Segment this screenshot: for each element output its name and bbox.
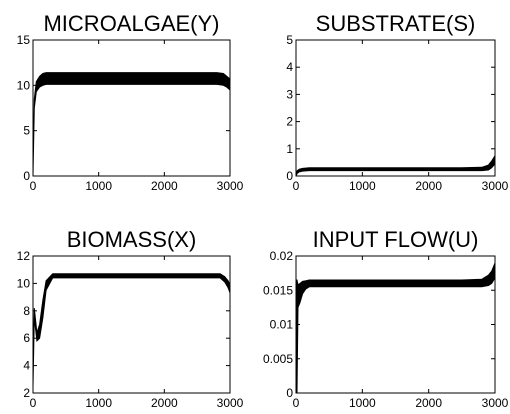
substrate-ytick-label: 1 <box>286 142 293 156</box>
substrate-ytick-label: 2 <box>286 115 293 129</box>
substrate-ytick-label: 4 <box>286 60 293 74</box>
input-flow-series-band <box>295 262 496 394</box>
microalgae-ytick-label: 5 <box>23 124 30 138</box>
input-flow-xtick-label: 2000 <box>415 396 442 410</box>
substrate-xtick-label: 2000 <box>415 179 442 193</box>
microalgae-axes-frame <box>32 39 231 177</box>
input-flow-xtick-label: 1000 <box>349 396 376 410</box>
biomass-ytick-label: 4 <box>23 359 30 373</box>
biomass-ytick-label: 10 <box>17 276 31 290</box>
biomass-title: BIOMASS(X) <box>67 227 197 252</box>
microalgae-ytick-label: 0 <box>23 169 30 183</box>
biomass-ytick-label: 8 <box>23 304 30 318</box>
substrate-ytick-label: 3 <box>286 87 293 101</box>
input-flow-ytick-label: 0.02 <box>270 249 294 263</box>
microalgae-title: MICROALGAE(Y) <box>43 11 219 36</box>
biomass-xtick-label: 1000 <box>85 396 112 410</box>
substrate-ytick-label: 0 <box>286 169 293 183</box>
input-flow-xtick-label: 0 <box>293 396 300 410</box>
microalgae-xtick-label: 0 <box>30 179 37 193</box>
microalgae-panel: MICROALGAE(Y) 0 1000 2000 3000 0 5 10 15 <box>17 11 244 193</box>
input-flow-ytick-label: 0.005 <box>263 352 293 366</box>
microalgae-ytick-label: 15 <box>17 33 31 47</box>
input-flow-ytick-label: 0.01 <box>270 318 294 332</box>
biomass-ytick-label: 2 <box>23 386 30 400</box>
substrate-panel: SUBSTRATE(S) 0 1000 2000 3000 0 1 2 3 4 5 <box>286 11 508 193</box>
biomass-xtick-label: 2000 <box>151 396 178 410</box>
microalgae-xtick-label: 3000 <box>217 179 244 193</box>
substrate-xtick-label: 1000 <box>349 179 376 193</box>
substrate-ytick-label: 5 <box>286 33 293 47</box>
biomass-xtick-label: 3000 <box>217 396 244 410</box>
input-flow-xtick-label: 3000 <box>482 396 509 410</box>
substrate-xtick-label: 0 <box>293 179 300 193</box>
biomass-panel: BIOMASS(X) 0 1000 2000 3000 2 4 6 8 10 12 <box>17 227 244 410</box>
biomass-series-band <box>32 273 231 388</box>
input-flow-title: INPUT FLOW(U) <box>313 227 479 252</box>
substrate-series-band <box>295 153 496 177</box>
biomass-ytick-label: 6 <box>23 331 30 345</box>
biomass-ytick-label: 12 <box>17 249 31 263</box>
microalgae-ytick-label: 10 <box>17 78 31 92</box>
biomass-xtick-label: 0 <box>30 396 37 410</box>
input-flow-panel: INPUT FLOW(U) 0 1000 2000 3000 0 0.005 0.01 0.01… <box>263 227 509 410</box>
substrate-axes-frame <box>295 39 496 177</box>
biomass-axes-frame <box>32 255 231 394</box>
input-flow-ytick-label: 0 <box>286 386 293 400</box>
input-flow-axes-frame <box>295 255 496 394</box>
microalgae-xtick-label: 1000 <box>85 179 112 193</box>
input-flow-ytick-label: 0.015 <box>263 283 293 297</box>
substrate-xtick-label: 3000 <box>482 179 509 193</box>
microalgae-series-band <box>32 72 231 177</box>
substrate-title: SUBSTRATE(S) <box>316 11 476 36</box>
microalgae-xtick-label: 2000 <box>151 179 178 193</box>
